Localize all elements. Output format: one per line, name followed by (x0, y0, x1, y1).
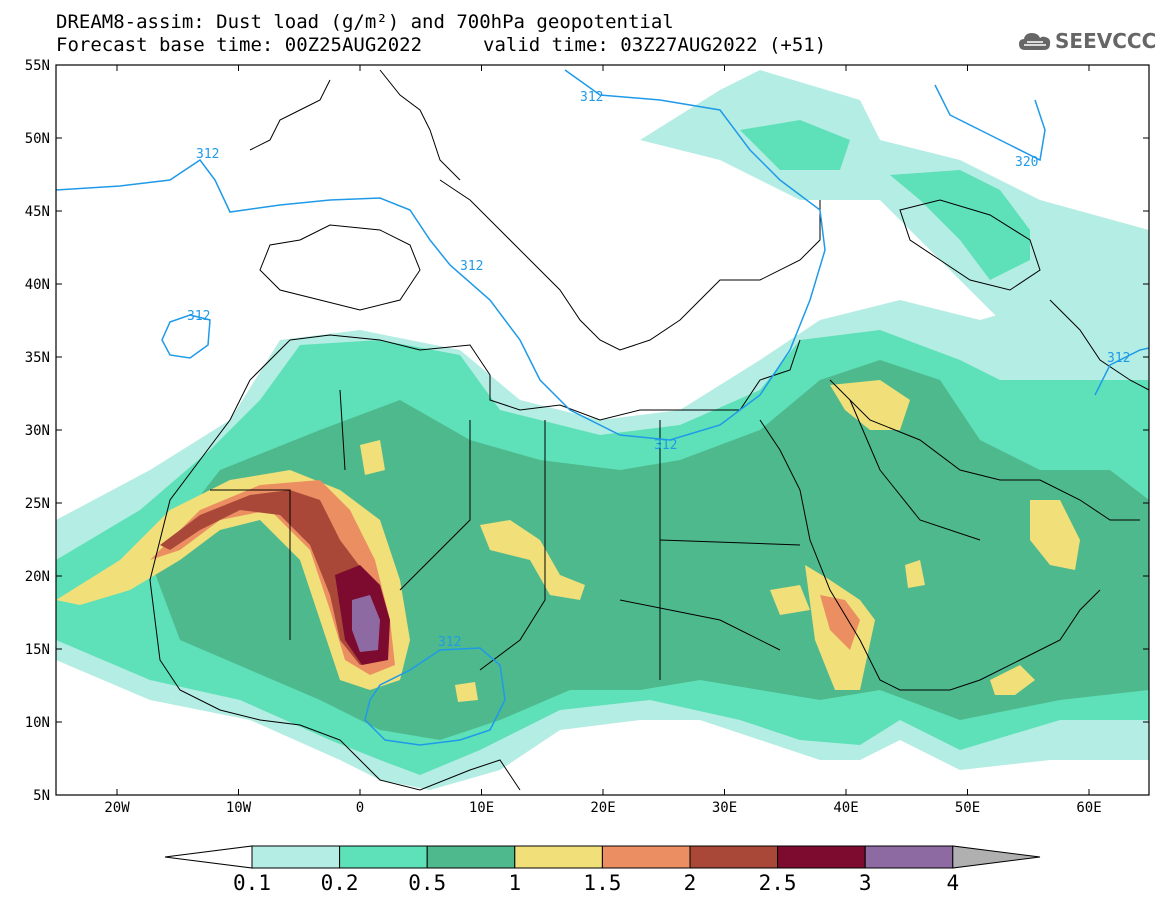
contour-labels: 312 312 312 312 312 312 320 312 (187, 90, 1130, 650)
colorbar-swatch (514, 845, 603, 869)
lon-label: 30E (712, 800, 737, 816)
contour-label: 312 (460, 259, 483, 274)
coastlines (149, 69, 1149, 791)
geopotential-contours (56, 69, 1149, 746)
colorbar-over-arrow (952, 845, 1041, 869)
colorbar-label: 2.5 (759, 871, 797, 895)
latitude-labels: 55N 50N 45N 40N 35N 30N 25N 20N 15N 10N 5N (25, 58, 50, 804)
lon-label: 0 (356, 800, 364, 816)
lon-label: 40E (833, 800, 858, 816)
contour-label: 312 (196, 147, 219, 162)
colorbar-label: 0.1 (233, 871, 271, 895)
lon-label: 60E (1076, 800, 1101, 816)
colorbar-label: 0.5 (408, 871, 446, 895)
lat-label: 20N (25, 569, 50, 585)
contour-label: 312 (580, 90, 603, 105)
colorbar-swatch (777, 845, 866, 869)
dust-shading (56, 70, 1149, 790)
colorbar-swatch (601, 845, 691, 869)
lat-label: 55N (25, 58, 50, 74)
lat-label: 50N (25, 131, 50, 147)
logo-text: SEEVCCC (1055, 29, 1157, 53)
contour-label: 312 (654, 438, 677, 453)
colorbar-label: 1.5 (583, 871, 621, 895)
colorbar-label: 0.2 (321, 871, 359, 895)
seevccc-logo: SEEVCCC (1018, 26, 1156, 56)
lat-label: 25N (25, 496, 50, 512)
map-title: DREAM8-assim: Dust load (g/m²) and 700hP… (56, 11, 674, 33)
colorbar-swatch (689, 845, 779, 869)
cloud-icon (1019, 33, 1051, 50)
lon-label: 10W (226, 800, 252, 816)
axis-ticks (56, 64, 1149, 796)
lat-label: 15N (25, 642, 50, 658)
lon-label: 20W (104, 800, 130, 816)
colorbar-label: 4 (946, 871, 959, 895)
colorbar-swatch (251, 845, 341, 869)
colorbar-label: 1 (508, 871, 521, 895)
colorbar-legend: 0.1 0.2 0.5 1 1.5 2 2.5 3 4 (164, 845, 1041, 895)
contour-label: 312 (438, 635, 461, 650)
colorbar-swatch (426, 845, 516, 869)
lon-label: 10E (469, 800, 494, 816)
valid-time: valid time: 03Z27AUG2022 (+51) (483, 34, 827, 56)
colorbar-under-arrow (164, 845, 253, 869)
lat-label: 30N (25, 423, 50, 439)
colorbar-swatch (864, 845, 954, 869)
colorbar-label: 3 (859, 871, 872, 895)
colorbar-swatch (339, 845, 428, 869)
lat-label: 45N (25, 204, 50, 220)
contour-label: 312 (1107, 351, 1130, 366)
longitude-labels: 20W 10W 0 10E 20E 30E 40E 50E 60E (104, 800, 1101, 816)
contour-label: 312 (187, 309, 210, 324)
lon-label: 50E (955, 800, 980, 816)
lat-label: 40N (25, 277, 50, 293)
forecast-base-time: Forecast base time: 00Z25AUG2022 (56, 34, 423, 56)
contour-label: 320 (1015, 155, 1038, 170)
lat-label: 35N (25, 350, 50, 366)
lon-label: 20E (590, 800, 615, 816)
lat-label: 10N (25, 715, 50, 731)
colorbar-label: 2 (684, 871, 697, 895)
lat-label: 5N (33, 788, 50, 804)
